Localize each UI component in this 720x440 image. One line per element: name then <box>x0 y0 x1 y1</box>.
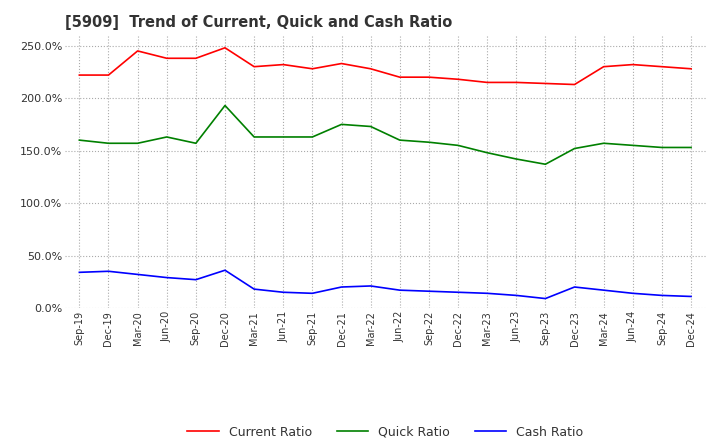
Quick Ratio <box>75 137 84 143</box>
Current Ratio <box>454 77 462 82</box>
Current Ratio <box>541 81 550 86</box>
Current Ratio <box>337 61 346 66</box>
Quick Ratio <box>366 124 375 129</box>
Cash Ratio <box>104 269 113 274</box>
Current Ratio <box>133 48 142 54</box>
Quick Ratio <box>220 103 229 108</box>
Cash Ratio <box>629 291 637 296</box>
Current Ratio <box>279 62 287 67</box>
Quick Ratio <box>599 141 608 146</box>
Cash Ratio <box>192 277 200 282</box>
Cash Ratio <box>133 272 142 277</box>
Line: Current Ratio: Current Ratio <box>79 48 691 84</box>
Cash Ratio <box>657 293 666 298</box>
Quick Ratio <box>250 134 258 139</box>
Current Ratio <box>483 80 492 85</box>
Current Ratio <box>512 80 521 85</box>
Current Ratio <box>599 64 608 70</box>
Cash Ratio <box>483 291 492 296</box>
Current Ratio <box>657 64 666 70</box>
Cash Ratio <box>220 268 229 273</box>
Current Ratio <box>250 64 258 70</box>
Cash Ratio <box>454 290 462 295</box>
Current Ratio <box>366 66 375 71</box>
Quick Ratio <box>308 134 317 139</box>
Current Ratio <box>687 66 696 71</box>
Quick Ratio <box>454 143 462 148</box>
Quick Ratio <box>425 139 433 145</box>
Cash Ratio <box>395 287 404 293</box>
Quick Ratio <box>483 150 492 155</box>
Current Ratio <box>163 55 171 61</box>
Current Ratio <box>629 62 637 67</box>
Quick Ratio <box>512 156 521 161</box>
Current Ratio <box>75 73 84 78</box>
Current Ratio <box>308 66 317 71</box>
Cash Ratio <box>308 291 317 296</box>
Cash Ratio <box>425 289 433 294</box>
Current Ratio <box>220 45 229 51</box>
Quick Ratio <box>133 141 142 146</box>
Line: Cash Ratio: Cash Ratio <box>79 270 691 299</box>
Cash Ratio <box>570 284 579 290</box>
Cash Ratio <box>366 283 375 289</box>
Current Ratio <box>570 82 579 87</box>
Cash Ratio <box>599 287 608 293</box>
Quick Ratio <box>657 145 666 150</box>
Current Ratio <box>104 73 113 78</box>
Text: [5909]  Trend of Current, Quick and Cash Ratio: [5909] Trend of Current, Quick and Cash … <box>65 15 452 30</box>
Quick Ratio <box>192 141 200 146</box>
Quick Ratio <box>279 134 287 139</box>
Cash Ratio <box>279 290 287 295</box>
Cash Ratio <box>163 275 171 280</box>
Legend: Current Ratio, Quick Ratio, Cash Ratio: Current Ratio, Quick Ratio, Cash Ratio <box>182 421 588 440</box>
Cash Ratio <box>75 270 84 275</box>
Quick Ratio <box>104 141 113 146</box>
Cash Ratio <box>512 293 521 298</box>
Quick Ratio <box>687 145 696 150</box>
Line: Quick Ratio: Quick Ratio <box>79 106 691 164</box>
Quick Ratio <box>629 143 637 148</box>
Quick Ratio <box>541 161 550 167</box>
Quick Ratio <box>570 146 579 151</box>
Cash Ratio <box>687 294 696 299</box>
Quick Ratio <box>337 122 346 127</box>
Current Ratio <box>192 55 200 61</box>
Quick Ratio <box>163 134 171 139</box>
Current Ratio <box>425 74 433 80</box>
Cash Ratio <box>250 286 258 292</box>
Quick Ratio <box>395 137 404 143</box>
Cash Ratio <box>541 296 550 301</box>
Current Ratio <box>395 74 404 80</box>
Cash Ratio <box>337 284 346 290</box>
